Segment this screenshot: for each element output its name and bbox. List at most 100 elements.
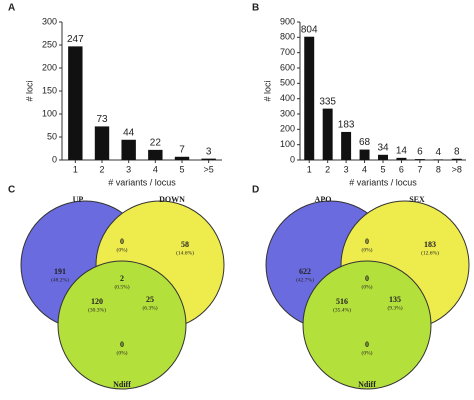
y-tick-label: 0 xyxy=(290,154,295,164)
set-label: Ndiff xyxy=(358,380,376,389)
y-tick-label: 400 xyxy=(280,93,295,103)
region-count: 183 xyxy=(424,240,436,249)
region-count: 0 xyxy=(120,340,124,349)
value-label: 804 xyxy=(301,24,318,35)
region-count: 58 xyxy=(181,240,189,249)
bar xyxy=(304,36,315,160)
bar xyxy=(396,157,407,160)
panel-label: D xyxy=(252,185,259,196)
y-tick-label: 900 xyxy=(280,16,295,26)
y-tick-label: 50 xyxy=(47,131,57,141)
region-count: 0 xyxy=(365,274,369,283)
y-axis-label: # loci xyxy=(24,80,34,101)
region-count: 191 xyxy=(54,267,66,276)
set-label: SEX xyxy=(409,195,425,204)
value-label: 44 xyxy=(123,127,135,138)
x-tick-label: 7 xyxy=(417,164,422,174)
x-tick-label: >5 xyxy=(204,164,214,174)
venn-set xyxy=(302,260,432,390)
region-count: 2 xyxy=(120,274,124,283)
region-count: 516 xyxy=(336,297,348,306)
x-tick-label: 4 xyxy=(153,164,158,174)
bar xyxy=(322,108,333,160)
x-tick-label: 3 xyxy=(344,164,349,174)
x-axis-label: # variants / locus xyxy=(349,177,417,187)
value-label: 68 xyxy=(359,137,371,148)
bar xyxy=(341,131,352,160)
region-percent: (0%) xyxy=(362,246,373,253)
region-percent: (9.3%) xyxy=(387,304,402,311)
set-label: UP xyxy=(73,195,84,204)
y-tick-label: 300 xyxy=(280,108,295,118)
region-count: 0 xyxy=(365,340,369,349)
value-label: 14 xyxy=(396,145,408,156)
bar xyxy=(378,154,388,160)
bar xyxy=(94,126,110,160)
y-tick-label: 600 xyxy=(280,62,295,72)
bar xyxy=(201,158,216,160)
x-tick-label: 8 xyxy=(436,164,441,174)
y-tick-label: 0 xyxy=(52,154,57,164)
region-percent: (12.6%) xyxy=(421,249,439,256)
y-tick-label: 700 xyxy=(280,47,295,57)
value-label: 4 xyxy=(436,147,442,158)
region-percent: (42.7%) xyxy=(296,276,314,283)
y-tick-label: 200 xyxy=(42,62,57,72)
y-tick-label: 200 xyxy=(280,124,295,134)
x-axis-label: # variants / locus xyxy=(108,177,176,187)
region-count: 622 xyxy=(299,267,311,276)
region-count: 25 xyxy=(146,295,154,304)
region-count: 0 xyxy=(365,237,369,246)
y-tick-label: 100 xyxy=(280,139,295,149)
y-tick-label: 250 xyxy=(42,39,57,49)
x-tick-label: 1 xyxy=(307,164,312,174)
value-label: 335 xyxy=(319,96,336,107)
region-percent: (14.6%) xyxy=(176,249,194,256)
venn-set xyxy=(57,260,187,390)
bar xyxy=(414,159,425,160)
bar xyxy=(433,159,444,160)
region-percent: (6.3%) xyxy=(142,304,157,311)
region-percent: (0%) xyxy=(117,349,128,356)
x-tick-label: >8 xyxy=(452,164,462,174)
x-tick-label: 2 xyxy=(99,164,104,174)
set-label: APO xyxy=(315,195,332,204)
panel-label: A xyxy=(8,3,15,14)
bar xyxy=(359,149,370,160)
set-label: Ndiff xyxy=(113,380,131,389)
x-tick-label: 1 xyxy=(73,164,78,174)
x-tick-label: 6 xyxy=(399,164,404,174)
value-label: 22 xyxy=(150,138,162,149)
value-label: 183 xyxy=(338,120,355,131)
y-tick-label: 300 xyxy=(42,16,57,26)
y-tick-label: 800 xyxy=(280,32,295,42)
region-count: 135 xyxy=(389,295,401,304)
bar xyxy=(174,156,190,160)
value-label: 8 xyxy=(454,146,460,157)
value-label: 247 xyxy=(67,34,84,45)
value-label: 6 xyxy=(417,147,423,158)
value-label: 34 xyxy=(377,142,389,153)
y-tick-label: 100 xyxy=(42,108,57,118)
bar xyxy=(148,149,163,160)
region-percent: (30.3%) xyxy=(88,306,106,313)
y-axis-label: # loci xyxy=(262,80,272,101)
x-tick-label: 2 xyxy=(325,164,330,174)
value-label: 3 xyxy=(206,146,212,157)
panel-label: C xyxy=(8,185,15,196)
x-tick-label: 4 xyxy=(362,164,367,174)
region-percent: (0%) xyxy=(117,246,128,253)
x-tick-label: 3 xyxy=(126,164,131,174)
x-tick-label: 5 xyxy=(380,164,385,174)
set-label: DOWN xyxy=(159,195,185,204)
value-label: 73 xyxy=(96,114,108,125)
region-percent: (0%) xyxy=(362,349,373,356)
region-percent: (0.5%) xyxy=(114,283,129,290)
region-count: 0 xyxy=(120,237,124,246)
region-percent: (35.4%) xyxy=(333,306,351,313)
region-count: 120 xyxy=(91,297,103,306)
x-tick-label: 5 xyxy=(179,164,184,174)
bar xyxy=(68,46,83,160)
region-percent: (48.2%) xyxy=(51,276,69,283)
